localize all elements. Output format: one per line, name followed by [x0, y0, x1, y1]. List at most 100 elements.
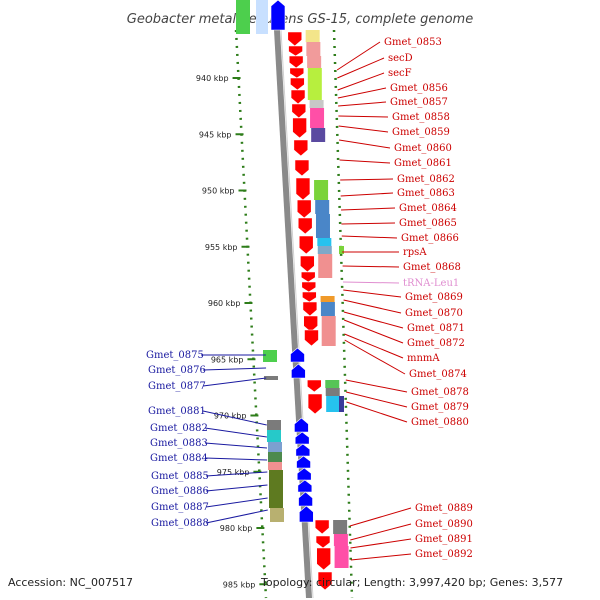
forward-gene-arrow — [296, 199, 312, 219]
kbp-tick-label: 945 kbp — [199, 130, 232, 139]
forward-gene-arrow — [295, 177, 311, 201]
gene-label: Gmet_0879 — [411, 402, 469, 413]
feature-block — [317, 238, 332, 246]
reverse-gene-arrow — [296, 467, 312, 481]
feature-block — [319, 278, 334, 284]
label-leader-line — [337, 57, 385, 79]
forward-gene-arrow — [307, 393, 323, 415]
feature-block — [269, 470, 283, 508]
gene-label: Gmet_0883 — [150, 438, 208, 449]
label-leader-line — [338, 115, 389, 118]
label-leader-line — [341, 235, 398, 239]
gene-label: mnmA — [407, 353, 440, 364]
feature-block — [256, 0, 268, 34]
gene-label: Gmet_0862 — [397, 174, 455, 185]
feature-block — [315, 200, 330, 214]
gene-label: Gmet_0888 — [151, 518, 209, 529]
label-leader-line — [346, 401, 408, 423]
feature-block — [306, 42, 321, 56]
label-leader-line — [205, 471, 268, 477]
gene-label: Gmet_0863 — [397, 188, 455, 199]
feature-block — [321, 316, 336, 346]
map-title: Geobacter metallireducens GS-15, complet… — [127, 12, 473, 27]
feature-block — [339, 396, 344, 412]
feature-block — [270, 508, 284, 522]
gene-label: Gmet_0864 — [399, 203, 457, 214]
feature-block — [326, 396, 341, 412]
feature-block — [267, 430, 281, 442]
label-leader-line — [336, 41, 381, 71]
forward-gene-arrow — [289, 67, 305, 79]
gene-arrows — [270, 0, 333, 591]
forward-gene-arrow — [293, 139, 309, 157]
label-leader-line — [349, 507, 412, 527]
label-leader-line — [204, 442, 268, 449]
reverse-gene-arrow — [270, 0, 286, 31]
label-leader-line — [343, 311, 404, 329]
forward-gene-arrow — [288, 55, 304, 69]
gene-label: secF — [388, 68, 412, 79]
gene-label: Gmet_0884 — [150, 453, 208, 464]
gene-label: Gmet_0860 — [394, 143, 452, 154]
forward-gene-arrow — [292, 117, 307, 139]
reverse-gene-arrow — [290, 347, 305, 363]
feature-block — [314, 180, 329, 200]
gene-label: Gmet_0886 — [151, 486, 209, 497]
label-leader-line — [343, 299, 402, 314]
forward-gene-arrow — [301, 281, 317, 293]
label-leader-line — [341, 222, 396, 225]
feature-block — [267, 420, 281, 430]
label-leader-line — [343, 319, 404, 344]
label-leader-line — [350, 553, 412, 561]
feature-block — [320, 302, 335, 316]
gene-label: Gmet_0876 — [148, 365, 206, 376]
feature-block — [309, 100, 324, 108]
forward-gene-arrow — [298, 235, 314, 255]
gene-label: Gmet_0881 — [148, 406, 206, 417]
forward-gene-arrow — [314, 519, 330, 535]
gene-label: Gmet_0869 — [405, 292, 463, 303]
forward-gene-arrow — [294, 159, 310, 177]
reverse-gene-arrow — [298, 491, 313, 507]
gene-label: Gmet_0880 — [411, 417, 469, 428]
forward-gene-arrow — [300, 255, 315, 273]
reverse-gene-arrow — [297, 479, 313, 493]
forward-gene-arrow — [300, 271, 316, 283]
label-leader-line — [204, 457, 268, 461]
gene-label: Gmet_0889 — [415, 503, 473, 514]
label-leader-line — [343, 281, 400, 284]
gene-label: Gmet_0874 — [409, 369, 467, 380]
gene-label: rpsA — [403, 247, 427, 258]
feature-block — [333, 520, 348, 534]
feature-block — [311, 128, 326, 142]
label-leader-line — [340, 192, 394, 197]
label-leader-line — [343, 289, 402, 298]
forward-gene-arrow — [304, 329, 319, 347]
feature-blocks — [236, 0, 349, 568]
feature-block — [236, 0, 250, 34]
kbp-tick-label: 980 kbp — [220, 524, 253, 533]
gene-label: Gmet_0878 — [411, 387, 469, 398]
feature-block — [268, 462, 282, 470]
feature-block — [307, 68, 322, 100]
kbp-tick-label: 965 kbp — [211, 355, 244, 364]
gene-label: Gmet_0887 — [151, 502, 209, 513]
forward-gene-arrow — [317, 571, 333, 591]
label-leader-line — [340, 178, 394, 181]
label-leader-line — [337, 87, 387, 99]
gene-label: Gmet_0856 — [390, 83, 448, 94]
kbp-ticks: 940 kbp 945 kbp 950 kbp 955 kbp 960 kbp 965 k… — [196, 74, 268, 589]
gene-label: Gmet_0866 — [401, 233, 459, 244]
gene-label: Gmet_0882 — [150, 423, 208, 434]
feature-block — [325, 388, 340, 396]
gene-label: tRNA-Leu1 — [403, 278, 459, 289]
kbp-tick-label: 940 kbp — [196, 74, 229, 83]
label-leader-line — [339, 139, 391, 149]
forward-gene-arrow — [297, 217, 313, 235]
reverse-gene-arrow — [294, 417, 309, 433]
feature-block — [307, 56, 322, 68]
guide-lines — [234, 29, 354, 599]
reverse-gene-arrow — [294, 431, 310, 445]
feature-block — [305, 30, 320, 42]
left-gene-labels: Gmet_0875 Gmet_0876 Gmet_0877 Gmet_0881 Gmet… — [146, 350, 209, 529]
